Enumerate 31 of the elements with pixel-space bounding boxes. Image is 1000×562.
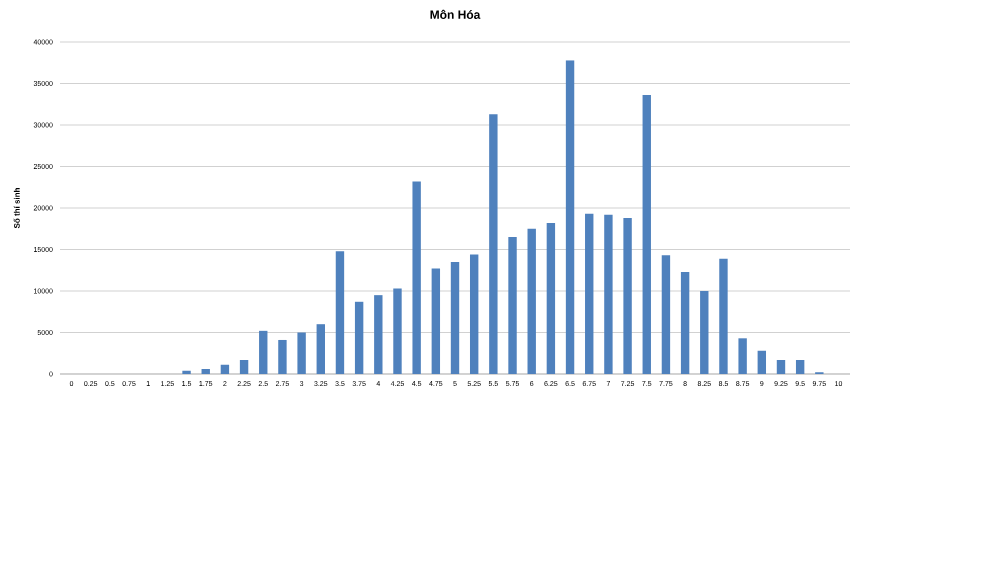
bar [354, 301, 364, 374]
bar [431, 268, 441, 374]
bar [757, 350, 767, 374]
bar [623, 217, 632, 374]
bar [220, 364, 230, 374]
bar [297, 332, 306, 374]
bar [450, 261, 460, 374]
bar [565, 60, 575, 374]
bar [469, 254, 479, 374]
bar [700, 291, 709, 374]
bar [335, 251, 345, 374]
bar [259, 330, 268, 374]
bar [661, 255, 671, 374]
bar [795, 359, 805, 374]
bar [642, 95, 651, 374]
bar [527, 228, 536, 374]
bar [412, 181, 421, 374]
bar [719, 258, 728, 374]
bar [604, 214, 613, 374]
bar [374, 295, 383, 374]
bar [738, 338, 747, 374]
bar [393, 288, 402, 374]
bar [680, 271, 690, 374]
bar [546, 222, 556, 374]
bar [316, 324, 325, 374]
bar [776, 359, 786, 374]
bar [489, 114, 498, 374]
bar [585, 213, 594, 374]
bar [278, 339, 287, 374]
bar [239, 359, 249, 374]
bar [508, 237, 517, 374]
